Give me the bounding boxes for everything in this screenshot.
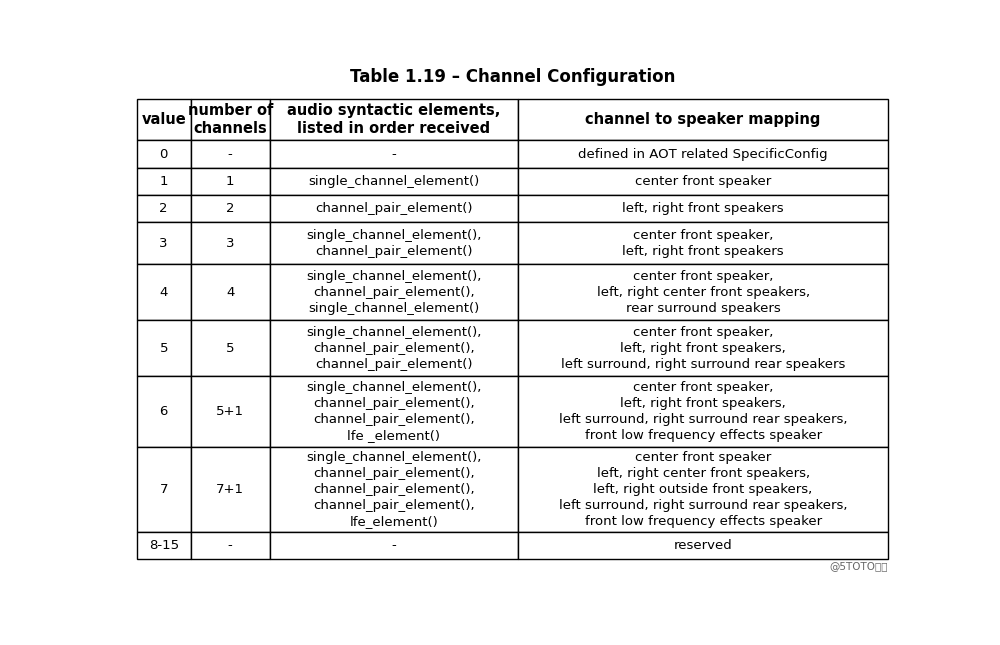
- Bar: [518, 264, 888, 320]
- Text: 3: 3: [226, 237, 234, 250]
- Text: Table 1.19 – Channel Configuration: Table 1.19 – Channel Configuration: [350, 68, 675, 86]
- Bar: [137, 447, 191, 532]
- Text: 2: 2: [226, 202, 234, 215]
- Text: 5+1: 5+1: [216, 405, 244, 418]
- Text: 5: 5: [159, 342, 168, 355]
- Text: value: value: [141, 112, 186, 127]
- Bar: [191, 376, 270, 447]
- Bar: [137, 99, 191, 141]
- Text: number of
channels: number of channels: [188, 103, 273, 136]
- Bar: [191, 264, 270, 320]
- Text: -: -: [228, 148, 233, 161]
- Text: center front speaker,
left, right front speakers,
left surround, right surround : center front speaker, left, right front …: [561, 326, 845, 371]
- Bar: [137, 141, 191, 168]
- Bar: [518, 447, 888, 532]
- Text: single_channel_element(),
channel_pair_element(),
single_channel_element(): single_channel_element(), channel_pair_e…: [306, 270, 481, 315]
- Bar: [191, 99, 270, 141]
- Text: 8-15: 8-15: [149, 539, 179, 552]
- Text: @5TOTO博客: @5TOTO博客: [830, 562, 888, 571]
- Text: 1: 1: [159, 175, 168, 188]
- Bar: [518, 532, 888, 559]
- Bar: [518, 168, 888, 195]
- Text: channel to speaker mapping: channel to speaker mapping: [585, 112, 821, 127]
- Bar: [137, 195, 191, 223]
- Text: defined in AOT related SpecificConfig: defined in AOT related SpecificConfig: [578, 148, 828, 161]
- Bar: [137, 376, 191, 447]
- Bar: [191, 168, 270, 195]
- Text: single_channel_element(),
channel_pair_element(): single_channel_element(), channel_pair_e…: [306, 228, 481, 257]
- Bar: [518, 223, 888, 264]
- Bar: [137, 532, 191, 559]
- Bar: [518, 376, 888, 447]
- Text: center front speaker,
left, right center front speakers,
rear surround speakers: center front speaker, left, right center…: [597, 270, 810, 315]
- Bar: [270, 141, 518, 168]
- Bar: [270, 99, 518, 141]
- Text: 7: 7: [159, 483, 168, 496]
- Text: 4: 4: [160, 286, 168, 299]
- Text: center front speaker,
left, right front speakers: center front speaker, left, right front …: [622, 228, 784, 257]
- Bar: [191, 447, 270, 532]
- Text: -: -: [228, 539, 233, 552]
- Bar: [518, 320, 888, 376]
- Bar: [137, 223, 191, 264]
- Bar: [518, 99, 888, 141]
- Bar: [270, 195, 518, 223]
- Text: 7+1: 7+1: [216, 483, 244, 496]
- Text: channel_pair_element(): channel_pair_element(): [315, 202, 472, 215]
- Text: 1: 1: [226, 175, 234, 188]
- Text: audio syntactic elements,
listed in order received: audio syntactic elements, listed in orde…: [287, 103, 500, 136]
- Text: 4: 4: [226, 286, 234, 299]
- Bar: [518, 141, 888, 168]
- Text: single_channel_element(),
channel_pair_element(),
channel_pair_element(),
channe: single_channel_element(), channel_pair_e…: [306, 451, 481, 528]
- Bar: [270, 168, 518, 195]
- Bar: [191, 320, 270, 376]
- Bar: [137, 320, 191, 376]
- Bar: [518, 195, 888, 223]
- Text: center front speaker,
left, right front speakers,
left surround, right surround : center front speaker, left, right front …: [559, 381, 847, 442]
- Bar: [191, 195, 270, 223]
- Text: -: -: [391, 148, 396, 161]
- Bar: [270, 223, 518, 264]
- Text: single_channel_element(): single_channel_element(): [308, 175, 479, 188]
- Bar: [137, 264, 191, 320]
- Text: left, right front speakers: left, right front speakers: [622, 202, 784, 215]
- Bar: [270, 320, 518, 376]
- Bar: [191, 532, 270, 559]
- Text: center front speaker: center front speaker: [635, 175, 771, 188]
- Bar: [191, 141, 270, 168]
- Text: center front speaker
left, right center front speakers,
left, right outside fron: center front speaker left, right center …: [559, 451, 847, 528]
- Text: -: -: [391, 539, 396, 552]
- Bar: [137, 168, 191, 195]
- Bar: [270, 264, 518, 320]
- Text: single_channel_element(),
channel_pair_element(),
channel_pair_element(),
lfe _e: single_channel_element(), channel_pair_e…: [306, 381, 481, 442]
- Text: 5: 5: [226, 342, 234, 355]
- Bar: [270, 447, 518, 532]
- Bar: [270, 376, 518, 447]
- Bar: [270, 532, 518, 559]
- Text: 6: 6: [160, 405, 168, 418]
- Bar: [191, 223, 270, 264]
- Text: 2: 2: [159, 202, 168, 215]
- Text: reserved: reserved: [674, 539, 732, 552]
- Text: single_channel_element(),
channel_pair_element(),
channel_pair_element(): single_channel_element(), channel_pair_e…: [306, 326, 481, 371]
- Text: 0: 0: [160, 148, 168, 161]
- Text: 3: 3: [159, 237, 168, 250]
